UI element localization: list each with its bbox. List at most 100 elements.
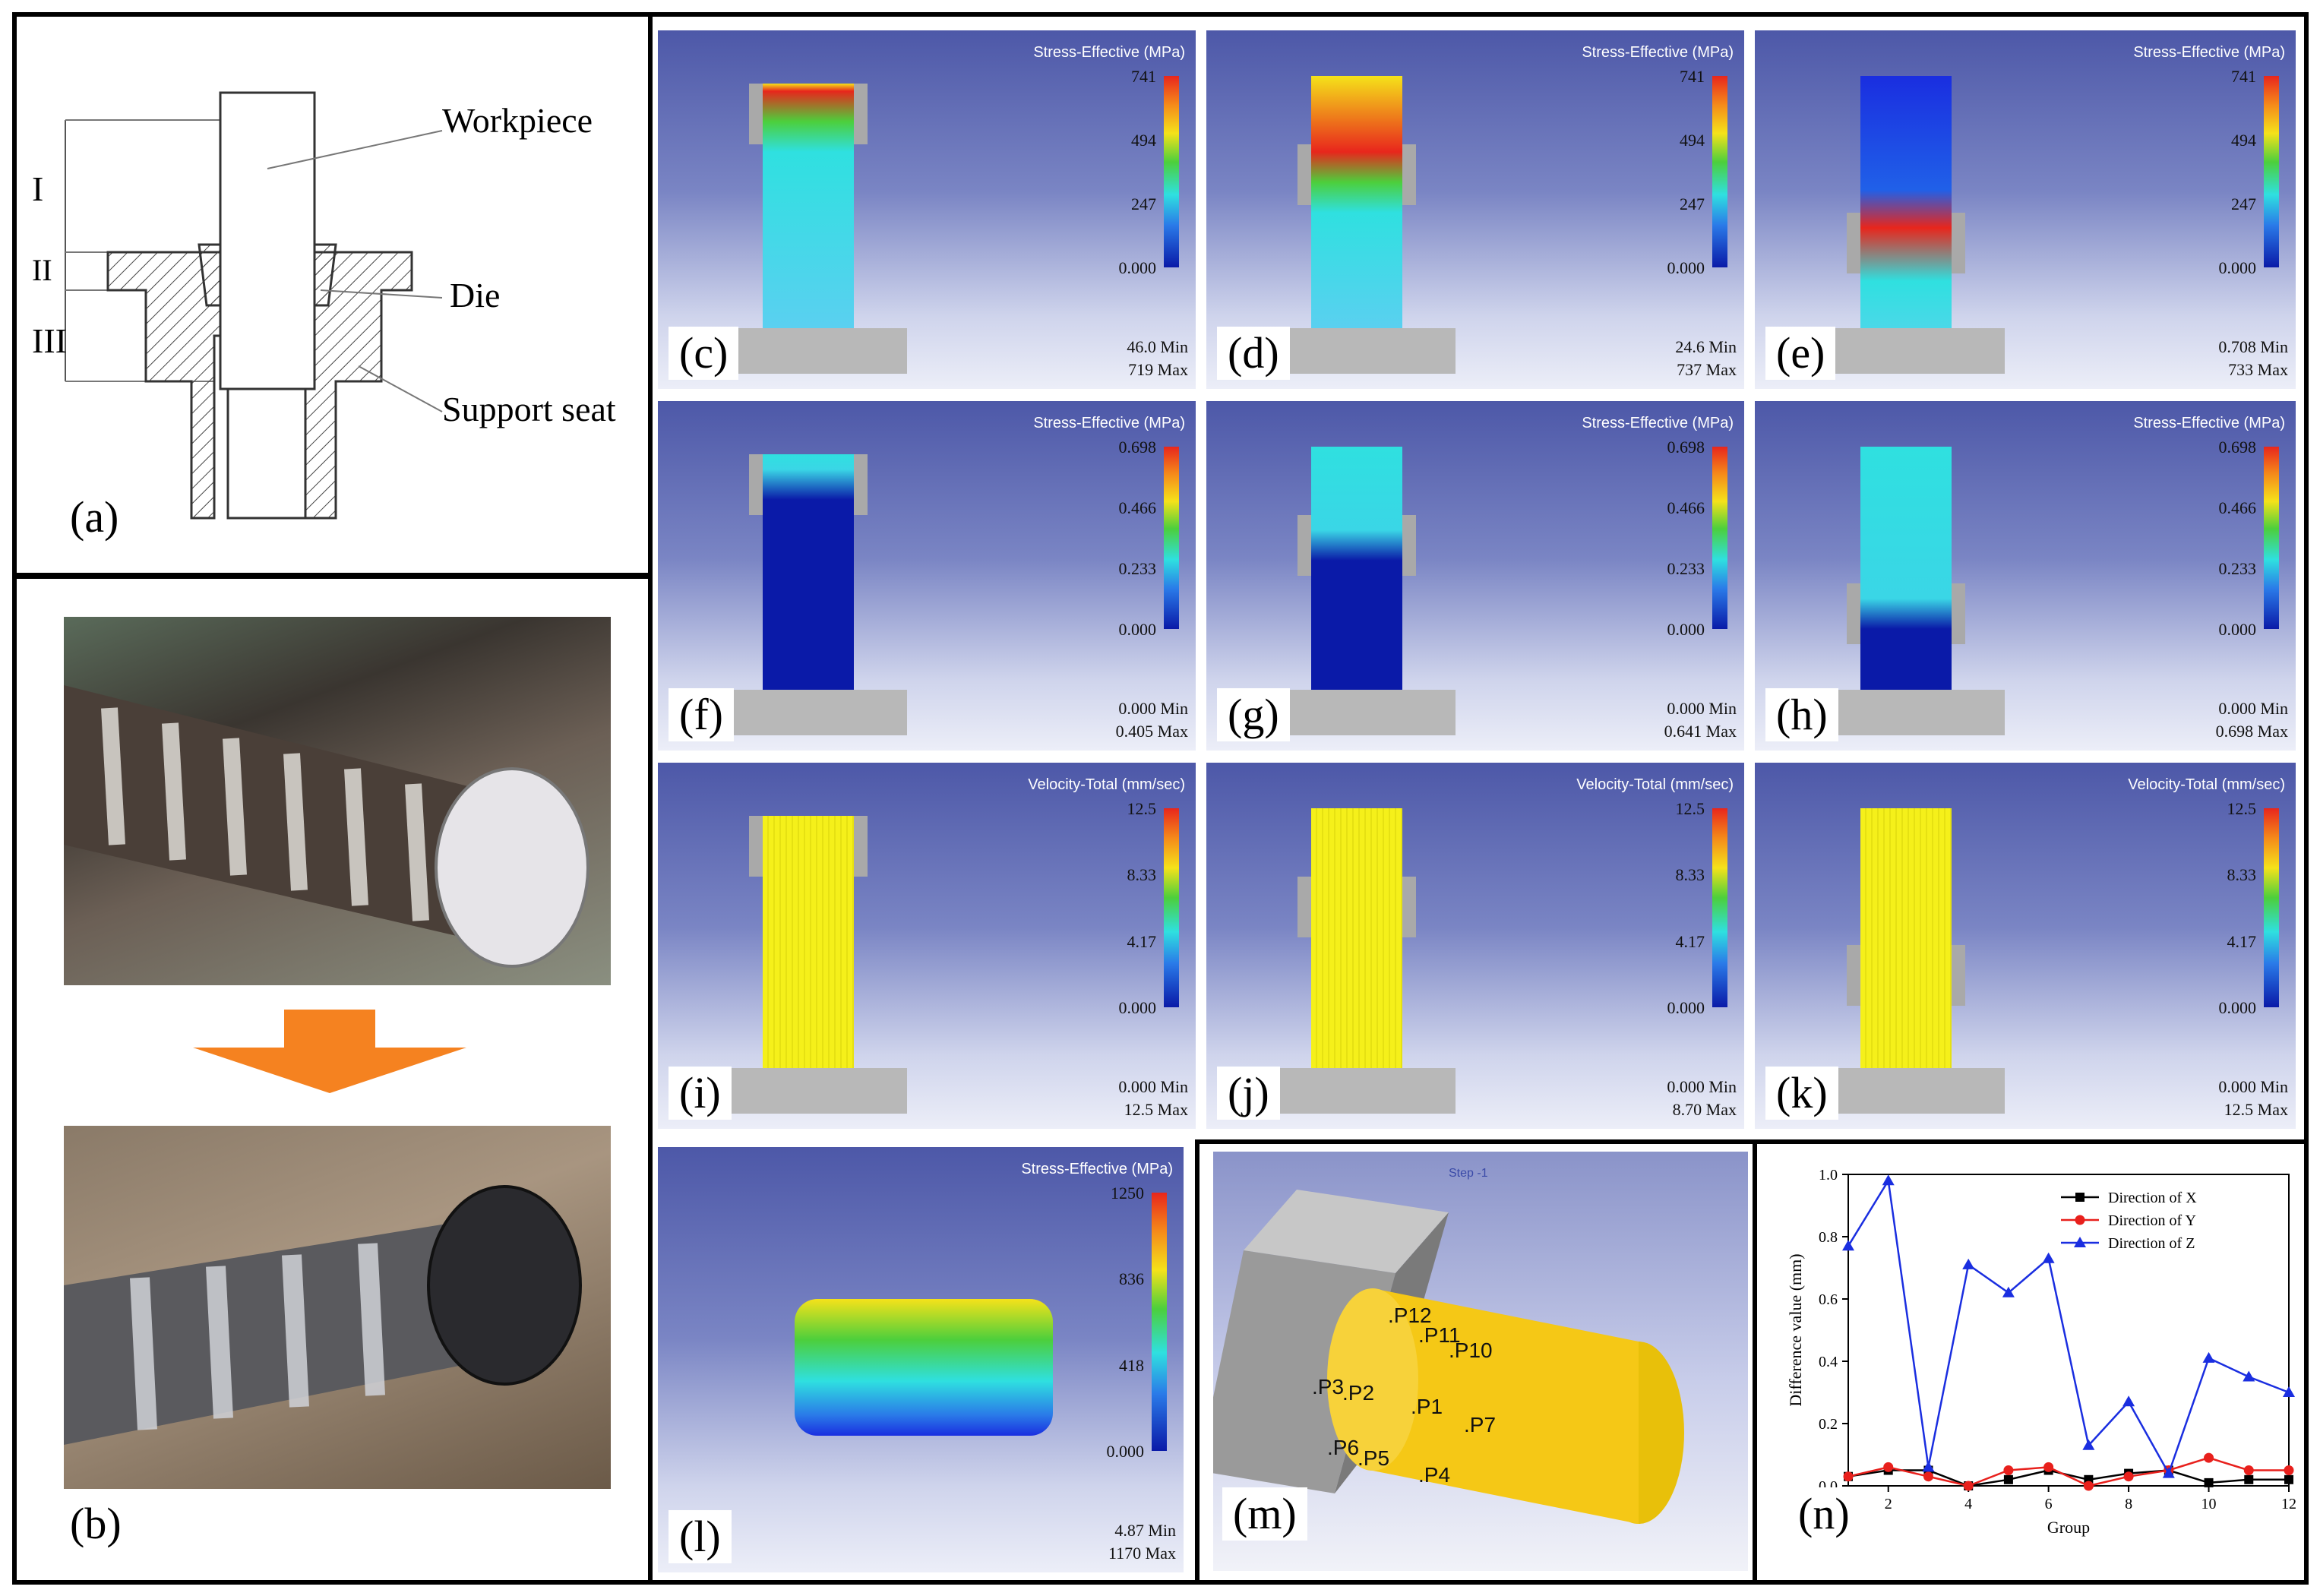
workpiece-cross-section <box>795 1299 1053 1436</box>
colorbar-tick: 0.233 <box>1118 559 1157 578</box>
legend-marker <box>2075 1193 2085 1202</box>
legend-label: Direction of X <box>2108 1190 2197 1206</box>
panel-label-k: (k) <box>1765 1067 1838 1120</box>
sim-panel-g: Stress-Effective (MPa) 0.698 0.466 0.233 0.0… <box>1206 401 1744 751</box>
measure-point: .P4 <box>1418 1463 1451 1487</box>
data-point <box>1963 1481 1974 1491</box>
support-base <box>710 1068 908 1114</box>
max-value: 737 Max <box>1677 360 1737 379</box>
min-value: 0.708 Min <box>2218 337 2288 356</box>
colorbar-tick: 494 <box>2231 131 2256 150</box>
step-indicator: Step -1 <box>1449 1167 1488 1180</box>
colorbar-title: Stress-Effective (MPa) <box>1033 44 1185 61</box>
colorbar-tick: 12.5 <box>2227 799 2257 818</box>
min-value: 0.000 Min <box>1118 699 1188 718</box>
support-base <box>710 328 908 374</box>
sim-panel-i: Velocity-Total (mm/sec) 12.5 8.33 4.17 0.000… <box>658 763 1196 1129</box>
zone-label-2: II <box>32 253 52 287</box>
x-tick-label: 12 <box>2281 1496 2296 1512</box>
x-tick-label: 8 <box>2125 1496 2132 1512</box>
x-tick-label: 4 <box>1964 1496 1972 1512</box>
colorbar <box>1164 808 1179 1007</box>
colorbar <box>2264 76 2279 267</box>
die-label: Die <box>450 276 501 314</box>
rebar-photo-before <box>64 617 611 985</box>
x-tick-label: 10 <box>2201 1496 2217 1512</box>
measure-point: .P10 <box>1449 1338 1493 1362</box>
max-value: 0.641 Max <box>1664 722 1737 741</box>
workpiece <box>1860 808 1952 1068</box>
panel-label-g: (g) <box>1217 688 1290 741</box>
colorbar-tick: 0.698 <box>1667 438 1705 457</box>
colorbar-tick: 8.33 <box>1127 865 1157 885</box>
data-point <box>1883 1462 1894 1472</box>
min-value: 0.000 Min <box>2218 699 2288 718</box>
zone-label-1: I <box>32 169 44 208</box>
die-right <box>1402 144 1417 205</box>
colorbar-tick: 12.5 <box>1675 799 1705 818</box>
colorbar-title: Stress-Effective (MPa) <box>2133 44 2285 61</box>
measure-point: .P2 <box>1342 1381 1375 1405</box>
colorbar-title: Stress-Effective (MPa) <box>1582 44 1734 61</box>
sim-panel-l: Stress-Effective (MPa) 1250 836 418 0.000 4.8… <box>658 1147 1184 1572</box>
data-point <box>2244 1474 2254 1484</box>
colorbar <box>1164 76 1179 267</box>
workpiece <box>763 84 855 328</box>
sim-panel-f: Stress-Effective (MPa) 0.698 0.466 0.233 0.0… <box>658 401 1196 751</box>
support-label: Support seat <box>442 390 616 428</box>
data-point <box>2003 1465 2014 1475</box>
colorbar-tick: 0.000 <box>2218 998 2257 1017</box>
die-schematic <box>65 91 443 520</box>
colorbar-tick: 0.000 <box>1667 998 1705 1017</box>
die-left <box>1297 877 1312 937</box>
sim-panel-d: Stress-Effective (MPa) 741 494 247 0.000 24.6… <box>1206 30 1744 389</box>
panel-label-a: (a) <box>70 492 119 542</box>
workpiece <box>763 454 855 690</box>
colorbar-tick: 0.466 <box>1118 498 1157 517</box>
min-value: 46.0 Min <box>1127 337 1188 356</box>
data-point <box>2082 1439 2095 1450</box>
die-left <box>1847 583 1861 644</box>
die-right <box>1402 515 1417 576</box>
die-left <box>749 454 763 515</box>
workpiece <box>1311 447 1403 690</box>
panel-label-m: (m) <box>1222 1487 1307 1541</box>
measure-point: .P12 <box>1388 1304 1432 1327</box>
y-tick-label: 0.6 <box>1819 1291 1838 1308</box>
die-right <box>1952 583 1966 644</box>
colorbar-title: Stress-Effective (MPa) <box>1033 415 1185 431</box>
colorbar-tick: 741 <box>1680 67 1705 86</box>
panel-b: (b) <box>12 574 653 1585</box>
rebar-photo-after <box>64 1126 611 1489</box>
panel-label-h: (h) <box>1765 688 1838 741</box>
colorbar-tick: 0.000 <box>2218 258 2257 277</box>
panel-n: 0.0 0.2 0.4 0.6 0.8 1.0 2 4 6 8 10 12 Group Differenc… <box>1753 1139 2309 1585</box>
die-right <box>854 84 868 144</box>
y-tick-label: 0.4 <box>1819 1354 1838 1370</box>
max-value: 12.5 Max <box>1124 1100 1188 1119</box>
series-line <box>1847 1177 2290 1476</box>
colorbar <box>1152 1193 1167 1451</box>
support-base <box>710 690 908 735</box>
colorbar-tick: 494 <box>1131 131 1156 150</box>
colorbar-tick: 1250 <box>1111 1184 1144 1203</box>
die-right <box>1952 945 1966 1006</box>
y-tick-label: 0.2 <box>1819 1416 1838 1433</box>
panel-m: Step -1 .P12 .P11 .P10 .P3 .P2 .P1 .P7 .P6 .P5 .P… <box>1195 1139 1757 1585</box>
legend-label: Direction of Y <box>2108 1212 2196 1229</box>
data-point <box>2284 1474 2293 1484</box>
colorbar <box>1164 447 1179 629</box>
series-line <box>1847 1469 2289 1487</box>
y-tick-label: 0.8 <box>1819 1229 1838 1246</box>
die-left <box>749 84 763 144</box>
support-base <box>1258 690 1456 735</box>
colorbar-tick: 4.17 <box>1675 931 1705 951</box>
die-left <box>1847 945 1861 1006</box>
y-axis-label: Difference value (mm) <box>1786 1253 1805 1406</box>
max-value: 1170 Max <box>1108 1544 1176 1563</box>
measure-point: .P5 <box>1358 1446 1390 1470</box>
data-point <box>2243 1370 2255 1382</box>
colorbar-tick: 0.000 <box>1106 1442 1145 1461</box>
x-tick-label: 2 <box>1885 1496 1892 1512</box>
data-point <box>2283 1386 2295 1397</box>
